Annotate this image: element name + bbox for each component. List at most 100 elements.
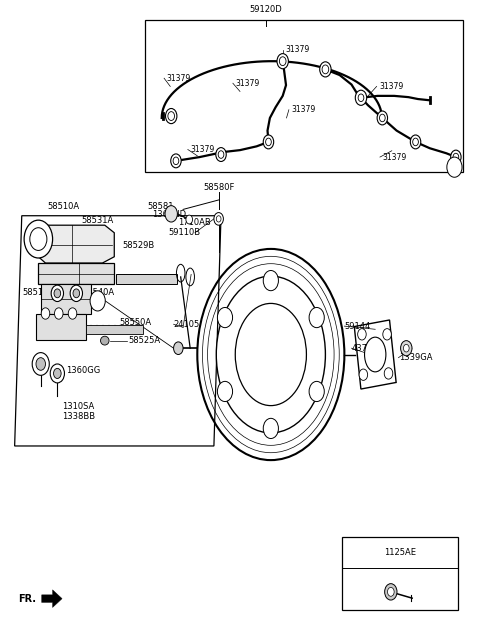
- Circle shape: [166, 108, 177, 124]
- Text: 31379: 31379: [291, 105, 315, 114]
- Text: 58513: 58513: [23, 288, 49, 297]
- Text: 58531A: 58531A: [81, 216, 113, 225]
- Circle shape: [309, 308, 324, 328]
- Ellipse shape: [216, 276, 325, 433]
- Text: 31379: 31379: [383, 152, 407, 161]
- Circle shape: [383, 329, 391, 340]
- Polygon shape: [354, 320, 396, 389]
- Bar: [116, 274, 178, 285]
- Text: 59110B: 59110B: [169, 228, 201, 237]
- Circle shape: [447, 157, 462, 177]
- Text: 58580F: 58580F: [203, 183, 234, 192]
- Text: 31379: 31379: [285, 45, 309, 54]
- Text: A: A: [452, 163, 457, 172]
- Circle shape: [279, 57, 286, 66]
- Circle shape: [165, 205, 178, 222]
- Circle shape: [263, 135, 274, 149]
- Circle shape: [217, 308, 233, 328]
- Circle shape: [216, 147, 226, 161]
- Circle shape: [451, 150, 461, 164]
- Text: A: A: [95, 297, 101, 306]
- Polygon shape: [41, 284, 91, 313]
- Text: 31379: 31379: [190, 145, 215, 154]
- Circle shape: [216, 216, 221, 222]
- Circle shape: [90, 291, 105, 311]
- Circle shape: [277, 54, 288, 69]
- Circle shape: [387, 588, 394, 597]
- Polygon shape: [36, 313, 86, 340]
- Text: FR.: FR.: [18, 593, 36, 604]
- Circle shape: [359, 369, 368, 380]
- Circle shape: [70, 285, 83, 302]
- Circle shape: [217, 382, 233, 401]
- Circle shape: [413, 138, 419, 145]
- Text: 1710AB: 1710AB: [179, 218, 211, 227]
- Circle shape: [358, 329, 366, 340]
- Circle shape: [41, 308, 50, 319]
- Circle shape: [54, 368, 61, 378]
- Circle shape: [410, 135, 421, 149]
- Circle shape: [384, 367, 393, 379]
- Bar: [86, 325, 143, 334]
- Text: 58529B: 58529B: [122, 241, 155, 250]
- Circle shape: [30, 228, 47, 251]
- Circle shape: [171, 154, 181, 168]
- Text: 31379: 31379: [379, 82, 403, 91]
- Circle shape: [32, 353, 49, 375]
- Polygon shape: [42, 590, 62, 607]
- Circle shape: [51, 285, 63, 302]
- Text: 58540A: 58540A: [83, 288, 115, 297]
- Text: 31379: 31379: [235, 78, 260, 88]
- Circle shape: [36, 358, 46, 370]
- Text: 58550A: 58550A: [119, 318, 151, 327]
- Circle shape: [214, 212, 223, 225]
- Circle shape: [50, 364, 64, 383]
- Text: 58525A: 58525A: [129, 336, 161, 345]
- Circle shape: [404, 345, 409, 352]
- Circle shape: [320, 62, 331, 77]
- Text: 1362ND: 1362ND: [152, 210, 186, 219]
- Circle shape: [186, 215, 192, 224]
- Bar: [342, 537, 458, 610]
- Circle shape: [68, 308, 77, 319]
- Text: 58581: 58581: [147, 202, 174, 211]
- Circle shape: [54, 289, 60, 298]
- Text: 1338BB: 1338BB: [62, 412, 95, 421]
- Circle shape: [309, 382, 324, 401]
- Text: 58510A: 58510A: [48, 202, 80, 211]
- Circle shape: [380, 114, 385, 122]
- Circle shape: [174, 342, 183, 355]
- Circle shape: [453, 153, 459, 161]
- Circle shape: [73, 289, 80, 298]
- Ellipse shape: [364, 337, 386, 372]
- Circle shape: [168, 112, 175, 121]
- Text: 43777B: 43777B: [351, 344, 384, 353]
- Circle shape: [355, 90, 367, 105]
- Text: 1310SA: 1310SA: [62, 403, 95, 412]
- Circle shape: [218, 151, 224, 158]
- Circle shape: [263, 419, 278, 438]
- Circle shape: [173, 157, 179, 165]
- Text: 1125AE: 1125AE: [384, 548, 416, 557]
- Circle shape: [55, 308, 63, 319]
- Polygon shape: [38, 263, 114, 284]
- Ellipse shape: [100, 336, 109, 345]
- Circle shape: [24, 220, 53, 258]
- Text: 24105: 24105: [174, 320, 200, 329]
- Ellipse shape: [235, 304, 306, 406]
- Text: 31379: 31379: [167, 74, 191, 83]
- Circle shape: [263, 271, 278, 291]
- Text: 1360GG: 1360GG: [66, 366, 100, 375]
- Circle shape: [358, 94, 364, 101]
- Text: 1339GA: 1339GA: [399, 353, 432, 362]
- Circle shape: [377, 111, 387, 125]
- Circle shape: [401, 341, 412, 356]
- Polygon shape: [38, 225, 114, 263]
- Text: 59144: 59144: [344, 322, 371, 330]
- Bar: [145, 20, 463, 172]
- Circle shape: [322, 65, 329, 74]
- Ellipse shape: [197, 249, 344, 460]
- Circle shape: [384, 584, 397, 600]
- Text: 59120D: 59120D: [250, 5, 282, 14]
- Circle shape: [265, 138, 271, 145]
